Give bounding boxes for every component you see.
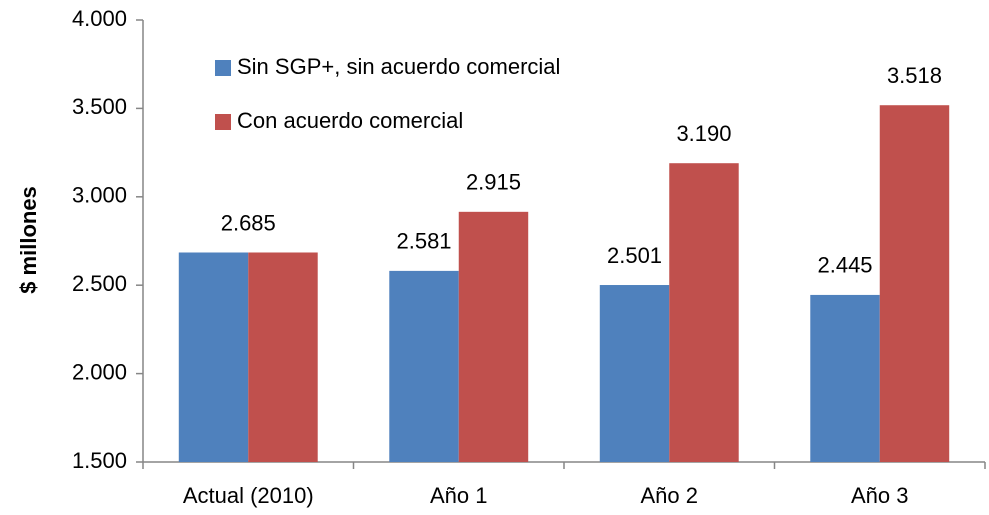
bar: [389, 270, 459, 462]
legend-swatch: [215, 114, 231, 130]
y-tick-label: 3.000: [72, 183, 127, 208]
bar: [178, 252, 249, 462]
value-label: 2.445: [817, 253, 872, 278]
x-tick-label: Año 1: [430, 483, 488, 508]
legend-label: Sin SGP+, sin acuerdo comercial: [237, 54, 560, 79]
y-tick-label: 2.500: [72, 271, 127, 296]
legend-label: Con acuerdo comercial: [237, 108, 463, 133]
value-label: 2.685: [221, 210, 276, 235]
x-tick-label: Año 3: [851, 483, 909, 508]
x-tick-label: Año 2: [641, 483, 699, 508]
bar: [248, 252, 318, 462]
y-tick-label: 1.500: [72, 448, 127, 473]
y-tick-label: 4.000: [72, 6, 127, 31]
bar: [599, 285, 670, 462]
legend-swatch: [215, 60, 231, 76]
bar: [879, 105, 950, 463]
x-tick-label: Actual (2010): [183, 483, 314, 508]
value-label: 3.190: [676, 121, 731, 146]
value-label: 2.581: [396, 229, 451, 254]
y-axis-label: $ millones: [16, 186, 41, 294]
bar: [458, 211, 529, 462]
y-tick-label: 3.500: [72, 94, 127, 119]
bar: [669, 163, 739, 462]
y-tick-label: 2.000: [72, 359, 127, 384]
value-label: 2.501: [607, 243, 662, 268]
value-label: 2.915: [466, 170, 521, 195]
bar: [810, 294, 880, 462]
value-label: 3.518: [887, 63, 942, 88]
